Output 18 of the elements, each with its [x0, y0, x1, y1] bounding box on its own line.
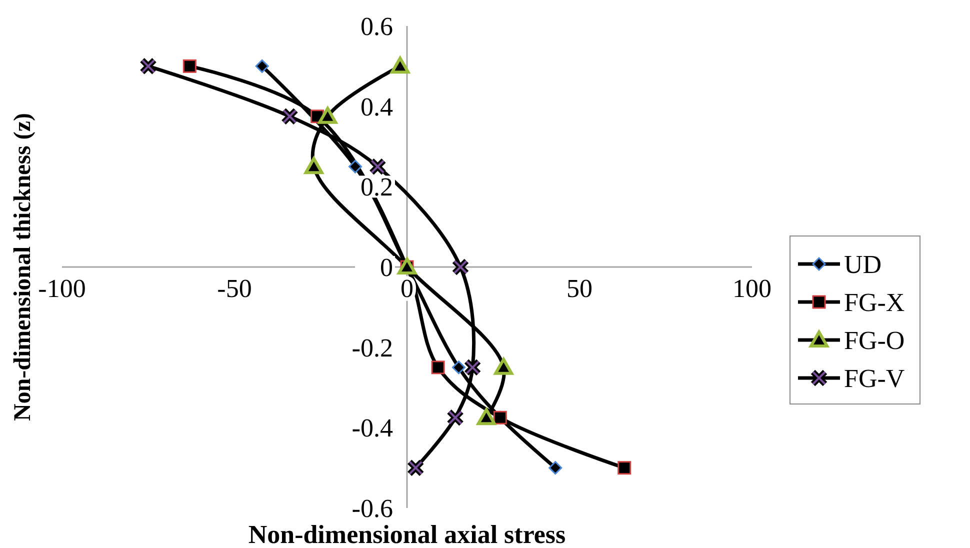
- y-tick-label: -0.2: [352, 333, 393, 362]
- y-tick-label: -0.4: [352, 414, 393, 443]
- legend-label: UD: [844, 250, 882, 279]
- legend-label: FG-X: [844, 288, 905, 317]
- x-tick-label: 100: [732, 274, 772, 303]
- legend-label: FG-O: [844, 326, 905, 355]
- y-axis-title: Non-dimensional thickness (z): [10, 112, 36, 422]
- y-tick-label: 0.6: [360, 12, 393, 41]
- x-tick-label: -100: [38, 274, 86, 303]
- x-tick-label: -50: [217, 274, 252, 303]
- y-tick-label: 0.2: [360, 172, 393, 202]
- y-tick-label: 0.4: [360, 92, 393, 122]
- x-tick-label: 50: [566, 274, 592, 303]
- y-tick-label: 0: [380, 253, 393, 282]
- y-tick-label: -0.6: [352, 494, 393, 523]
- legend-label: FG-V: [844, 364, 905, 393]
- x-axis-title: Non-dimensional axial stress: [248, 520, 566, 548]
- x-tick-label: 0: [400, 274, 414, 303]
